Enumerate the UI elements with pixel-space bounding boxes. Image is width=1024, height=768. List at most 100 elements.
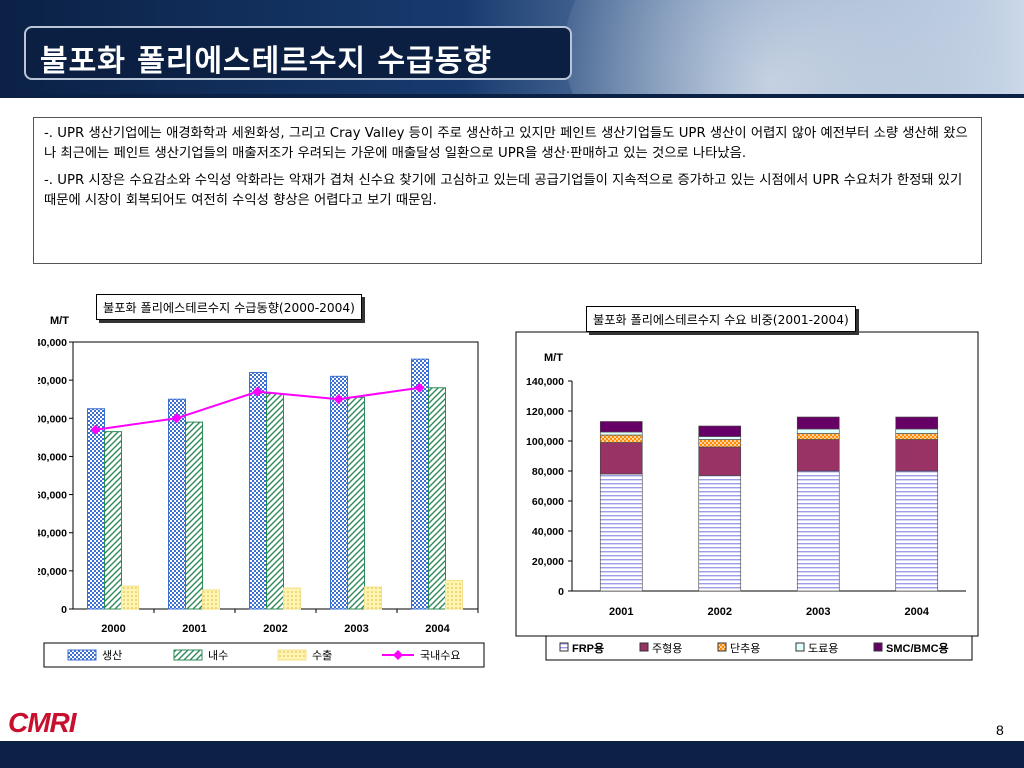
x-tick-label: 2003 xyxy=(806,606,830,618)
y-tick-label: 40,000 xyxy=(532,526,564,538)
bar-FRP용-2003 xyxy=(796,470,840,592)
point-국내수요-2002 xyxy=(252,386,263,397)
bar-주형용-2002 xyxy=(698,446,742,476)
demand-share-chart: 불포화 폴리에스테르수지 수요 비중(2001-2004) M/T 0 20,000… xyxy=(510,298,984,668)
bar-내수-2004 xyxy=(428,387,446,610)
y-axis-unit: M/T xyxy=(50,315,69,327)
bar-도료용-2001 xyxy=(599,431,643,436)
paragraph-2: -. UPR 시장은 수요감소와 수익성 악화라는 악재가 겹쳐 신수요 찾기에… xyxy=(44,173,963,208)
bar-도료용-2004 xyxy=(895,428,939,434)
x-tick-label: 2003 xyxy=(344,623,368,635)
bar-SMC/BMC용-2003 xyxy=(796,416,840,430)
bar-수출-2000 xyxy=(121,585,139,610)
bar-FRP용-2001 xyxy=(599,473,643,592)
legend-label: 생산 xyxy=(102,649,122,662)
y-tick-label: 0 xyxy=(61,604,67,616)
x-tick-label: 2001 xyxy=(609,606,633,618)
bar-단추용-2001 xyxy=(599,434,643,443)
bar-단추용-2003 xyxy=(796,433,840,440)
x-tick-label: 2000 xyxy=(101,623,125,635)
legend: 생산 내수 수출 국내수요 xyxy=(43,642,485,668)
title-box: 불포화 폴리에스테르수지 수급동향 xyxy=(24,26,572,80)
legend: FRP용 주형용 단추용 도료용 SMC/BMC용 xyxy=(545,635,973,661)
point-국내수요-2001 xyxy=(171,413,182,424)
bar-주형용-2003 xyxy=(796,439,840,472)
legend-swatch xyxy=(559,642,569,652)
bar-SMC/BMC용-2002 xyxy=(698,425,742,437)
bar-생산-2001 xyxy=(168,398,186,610)
y-tick-label: 40,000 xyxy=(38,528,67,540)
legend-box xyxy=(545,635,973,661)
y-tick-label: 100,000 xyxy=(38,413,67,425)
chart-title: 불포화 폴리에스테르수지 수급동향(2000-2004) xyxy=(96,294,362,320)
point-국내수요-2004 xyxy=(414,382,425,393)
globe-graphic xyxy=(564,0,1024,98)
legend-label: SMC/BMC용 xyxy=(886,642,949,655)
y-tick-label: 60,000 xyxy=(38,490,67,502)
y-tick-label: 120,000 xyxy=(526,406,564,418)
legend-label: FRP용 xyxy=(572,642,604,655)
legend-swatch-marker xyxy=(393,650,403,660)
y-tick-label: 120,000 xyxy=(38,375,67,387)
demand-share-svg: M/T 0 20,000 40,000 60,000 80,000 100,000 120,0… xyxy=(515,331,979,661)
legend-swatch xyxy=(173,649,203,661)
bar-주형용-2004 xyxy=(895,439,939,472)
bar-내수-2001 xyxy=(185,421,203,610)
x-tick-label: 2004 xyxy=(905,606,930,618)
legend-label: 도료용 xyxy=(808,642,838,655)
y-tick-label: 0 xyxy=(558,586,564,598)
bar-내수-2002 xyxy=(266,392,284,610)
bar-도료용-2002 xyxy=(698,436,742,440)
point-국내수요-2000 xyxy=(90,424,101,435)
bar-생산-2004 xyxy=(411,358,429,610)
point-국내수요-2003 xyxy=(333,394,344,405)
legend-swatch xyxy=(795,642,805,652)
bar-수출-2003 xyxy=(364,586,382,610)
chart-title: 불포화 폴리에스테르수지 수요 비중(2001-2004) xyxy=(586,306,856,332)
bar-생산-2003 xyxy=(330,375,348,610)
x-tick-label: 2002 xyxy=(263,623,287,635)
bar-생산-2000 xyxy=(87,408,105,610)
legend-label: 주형용 xyxy=(652,642,682,655)
footer-bar xyxy=(0,741,1024,768)
bar-단추용-2002 xyxy=(698,439,742,448)
bar-SMC/BMC용-2001 xyxy=(599,421,643,433)
y-tick-label: 60,000 xyxy=(532,496,564,508)
slide-header xyxy=(0,0,1024,98)
slide-title: 불포화 폴리에스테르수지 수급동향 xyxy=(40,44,492,79)
bar-수출-2004 xyxy=(445,579,463,610)
y-tick-label: 80,000 xyxy=(38,451,67,463)
supply-demand-chart: 불포화 폴리에스테르수지 수급동향(2000-2004) M/T 0 20,000 4… xyxy=(29,290,492,673)
bar-내수-2003 xyxy=(347,396,365,610)
y-tick-label: 140,000 xyxy=(38,337,67,349)
cmri-logo: CMRI xyxy=(8,707,77,738)
legend-label: 내수 xyxy=(208,649,228,662)
x-tick-label: 2002 xyxy=(708,606,732,618)
legend-label: 수출 xyxy=(312,649,332,662)
legend-swatch xyxy=(639,642,649,652)
legend-label: 단추용 xyxy=(730,642,760,655)
bar-FRP용-2004 xyxy=(895,470,939,592)
header-stripe xyxy=(0,94,1024,98)
page-number: 8 xyxy=(996,722,1004,738)
legend-label: 국내수요 xyxy=(420,649,460,662)
supply-demand-svg: M/T 0 20,000 40,000 60,000 80,000 100,000 120,0… xyxy=(29,315,485,668)
description-box: -. UPR 생산기업에는 애경화학과 세원화성, 그리고 Cray Valle… xyxy=(33,117,982,264)
paragraph-1: -. UPR 생산기업에는 애경화학과 세원화성, 그리고 Cray Valle… xyxy=(44,126,968,161)
y-tick-label: 140,000 xyxy=(526,376,564,388)
y-tick-label: 20,000 xyxy=(38,566,67,578)
bar-생산-2002 xyxy=(249,372,267,610)
bar-주형용-2001 xyxy=(599,442,643,475)
legend-swatch xyxy=(717,642,727,652)
bar-도료용-2003 xyxy=(796,428,840,434)
bar-수출-2001 xyxy=(202,589,220,610)
y-tick-label: 100,000 xyxy=(526,436,564,448)
x-tick-label: 2004 xyxy=(425,623,450,635)
bar-FRP용-2002 xyxy=(698,475,742,592)
legend-swatch xyxy=(277,649,307,661)
y-axis-unit: M/T xyxy=(544,352,563,364)
bar-내수-2000 xyxy=(104,431,122,610)
legend-swatch xyxy=(67,649,97,661)
bar-수출-2002 xyxy=(283,587,301,610)
x-tick-label: 2001 xyxy=(182,623,206,635)
